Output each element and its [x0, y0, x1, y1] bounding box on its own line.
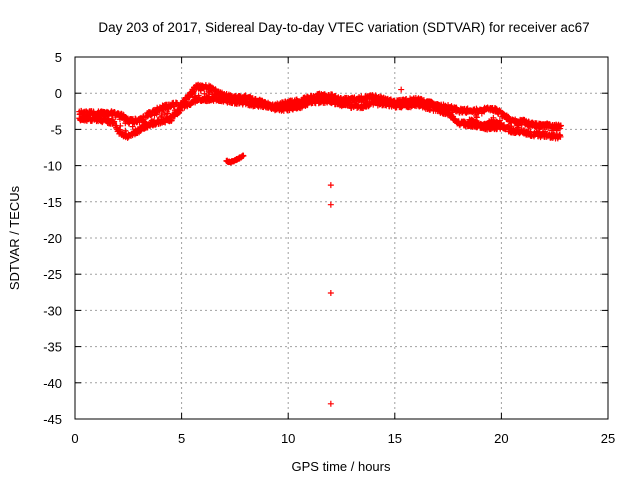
data-point [111, 118, 118, 125]
data-point [557, 133, 564, 140]
outlier-point [327, 182, 334, 189]
y-axis-label: SDTVAR / TECUs [7, 185, 22, 290]
data-point [152, 121, 159, 128]
outlier-point [327, 201, 334, 208]
y-tick-labels: 5 0 -5 -10 -15 -20 -25 -30 -35 -40 -45 [43, 50, 62, 427]
data-point [129, 123, 136, 130]
y-tick-label: -5 [50, 122, 62, 137]
y-tick-label: -45 [43, 412, 62, 427]
x-tick-label: 5 [178, 431, 185, 446]
data-points [76, 81, 564, 407]
data-point [122, 127, 129, 134]
x-axis-label: GPS time / hours [292, 459, 391, 474]
x-tick-label: 10 [281, 431, 295, 446]
chart-title: Day 203 of 2017, Sidereal Day-to-day VTE… [98, 20, 589, 35]
data-point [164, 110, 171, 117]
y-tick-label: -35 [43, 340, 62, 355]
y-tick-label: -40 [43, 376, 62, 391]
grid-lines [75, 57, 608, 419]
axis-ticks [74, 56, 609, 420]
x-tick-label: 15 [388, 431, 402, 446]
y-tick-label: -25 [43, 267, 62, 282]
data-point [240, 152, 247, 159]
outlier-point [327, 290, 334, 297]
y-tick-label: 5 [55, 50, 62, 65]
y-tick-label: -10 [43, 159, 62, 174]
outlier-point [327, 400, 334, 407]
data-point [557, 122, 564, 129]
x-tick-labels: 0 5 10 15 20 25 [71, 431, 615, 446]
x-tick-label: 20 [494, 431, 508, 446]
outlier-point [398, 86, 405, 93]
data-point [116, 126, 123, 133]
data-point [505, 114, 512, 121]
x-tick-label: 25 [601, 431, 615, 446]
data-point [168, 117, 175, 124]
data-point [117, 122, 124, 129]
x-tick-label: 0 [71, 431, 78, 446]
data-point [498, 121, 505, 128]
y-tick-label: -15 [43, 195, 62, 210]
y-tick-label: -20 [43, 231, 62, 246]
y-tick-label: 0 [55, 86, 62, 101]
y-tick-label: -30 [43, 303, 62, 318]
